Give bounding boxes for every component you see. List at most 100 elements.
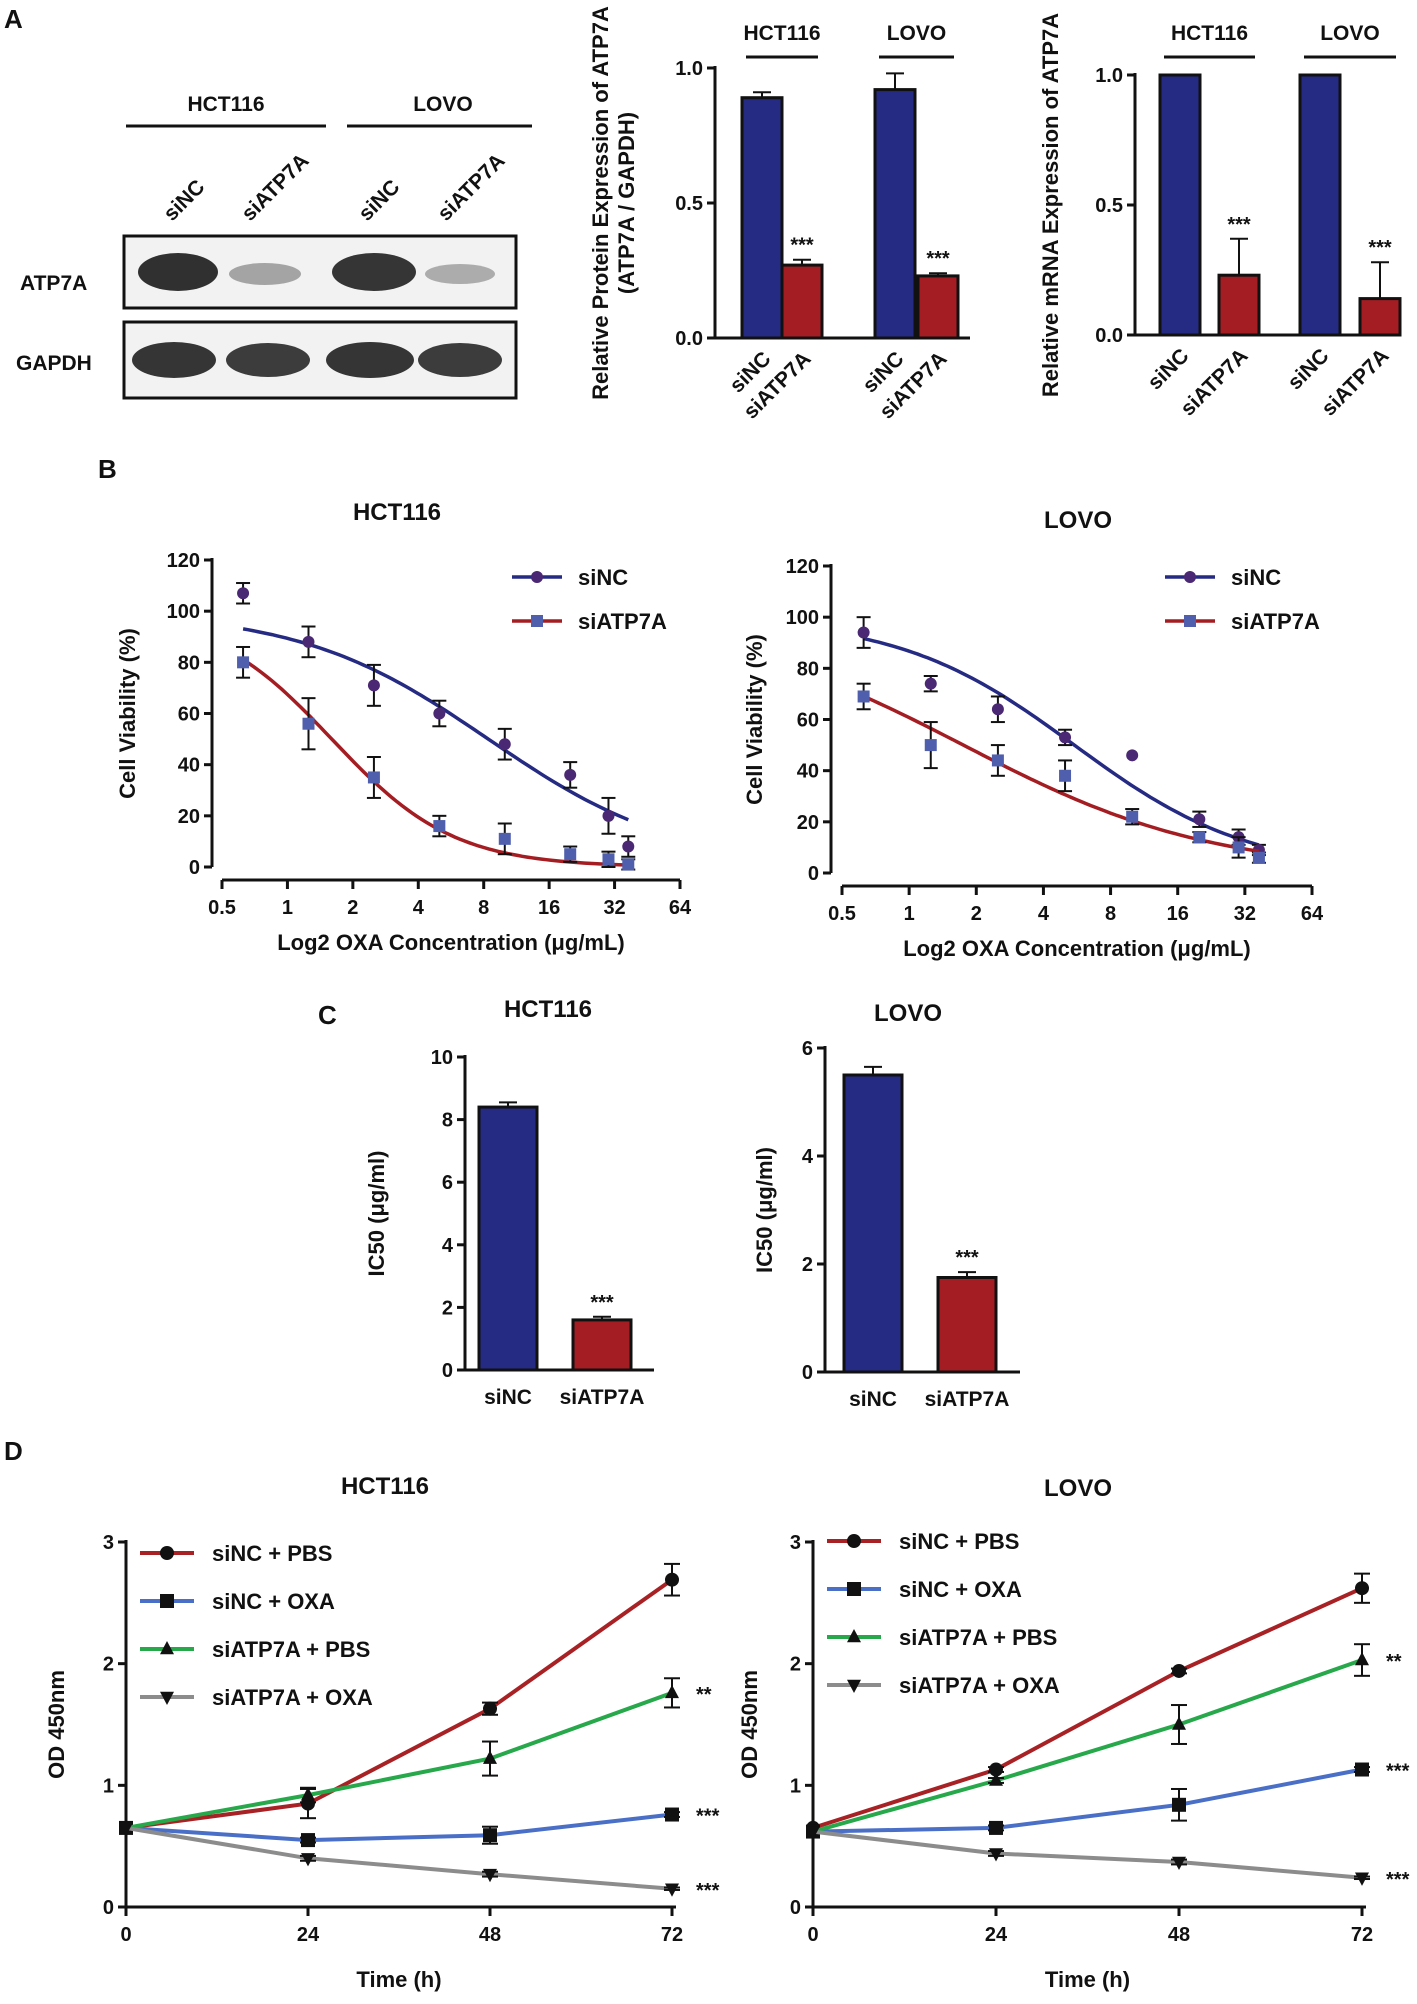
- y-tick-label: 0: [189, 857, 200, 879]
- data-point: [301, 1787, 315, 1801]
- data-point: [1172, 1856, 1186, 1871]
- y-tick-label: 6: [802, 1038, 813, 1060]
- bar-siatp7a: [1358, 297, 1402, 337]
- y-tick-label: 40: [178, 755, 200, 777]
- x-tick-label: siNC: [484, 1386, 532, 1409]
- legend-label: siNC + PBS: [212, 1541, 332, 1566]
- legend-marker: [847, 1534, 861, 1548]
- growth-chart-D_hct116: 0 1 2 3 0 24 48 72 siNC + PBS *** siNC + OXA ** siAT…: [44, 1473, 720, 1992]
- legend-label: siNC + PBS: [899, 1529, 1019, 1554]
- series-line-2: [125, 1691, 673, 1830]
- wb-band: [226, 343, 310, 377]
- x-axis-label: Time (h): [356, 1967, 441, 1992]
- bar-siatp7a: [571, 1318, 633, 1372]
- data-point-siatp7a: [1232, 841, 1245, 854]
- x-tick-label: siATP7A: [925, 1388, 1010, 1411]
- x-tick-label: 16: [1167, 903, 1189, 925]
- data-point: [1172, 1716, 1186, 1730]
- series-line-3: [125, 1825, 673, 1891]
- x-tick-label: 32: [1234, 903, 1256, 925]
- y-tick-label: 8: [442, 1110, 453, 1132]
- wb-membrane-gapdh: [122, 320, 518, 400]
- wb-row-label-atp7a: ATP7A: [20, 272, 87, 295]
- y-tick-label: 0.5: [1095, 195, 1123, 217]
- y-tick-label: 2: [790, 1654, 801, 1676]
- legend-marker: [531, 615, 543, 627]
- data-point-siatp7a: [602, 853, 615, 866]
- x-tick-label: 48: [1168, 1924, 1190, 1946]
- group-label: HCT116: [1171, 22, 1248, 45]
- western-blot: HCT116 LOVO siNC siATP7A siNC siATP7A AT…: [16, 93, 532, 400]
- dose-response-chart-B_hct116: 0 20 40 60 80 100 120 0.5 1 2 4 8 16 32 64 siNC siATP7A H…: [115, 499, 692, 955]
- legend-label: siNC + OXA: [212, 1589, 335, 1614]
- x-tick-label: 72: [661, 1924, 683, 1946]
- bar-siatp7a: [916, 274, 960, 340]
- y-tick-label: 0: [808, 863, 819, 885]
- y-tick-label: 0: [802, 1362, 813, 1384]
- chart-title: HCT116: [341, 1473, 429, 1500]
- fit-curve-sinc: [242, 627, 629, 822]
- x-tick-label: 8: [478, 897, 489, 919]
- legend-marker: [1184, 571, 1196, 583]
- series-line-0: [812, 1586, 1363, 1830]
- legend-label: siATP7A + PBS: [899, 1625, 1057, 1650]
- x-tick-label: 0: [807, 1924, 818, 1946]
- panel-label-d: D: [4, 1436, 23, 1466]
- x-tick-label: 24: [297, 1924, 320, 1946]
- y-tick-label: 120: [786, 556, 819, 578]
- data-point-sinc: [857, 626, 870, 639]
- group-label: HCT116: [743, 22, 820, 45]
- x-tick-label: siNC: [849, 1388, 897, 1411]
- x-tick-label: siATP7A: [1317, 344, 1393, 420]
- growth-chart-D_lovo: 0 1 2 3 0 24 48 72 siNC + PBS *** siNC + OXA ** siAT…: [737, 1475, 1410, 1992]
- data-point: [1172, 1797, 1186, 1812]
- data-point-siatp7a: [302, 717, 315, 730]
- data-point: [1355, 1762, 1369, 1777]
- bar-sinc: [1158, 73, 1202, 337]
- x-tick-label: 4: [413, 897, 425, 919]
- x-tick-label: 2: [971, 903, 982, 925]
- data-point: [989, 1848, 1003, 1862]
- y-tick-label: 60: [178, 704, 200, 726]
- y-tick-label: 0.5: [675, 193, 703, 215]
- y-tick-label: 0.0: [675, 328, 703, 350]
- legend-label: siNC: [1231, 565, 1281, 590]
- x-tick-label: 64: [1301, 903, 1324, 925]
- x-tick-label: 0.5: [828, 903, 856, 925]
- y-axis-label: IC50 (μg/ml): [752, 1147, 777, 1273]
- significance-label: ***: [926, 248, 950, 270]
- wb-band: [326, 342, 414, 378]
- x-tick-label: 1: [282, 897, 293, 919]
- x-tick-label: 24: [985, 1924, 1008, 1946]
- x-axis-label: Log2 OXA Concentration (μg/mL): [903, 936, 1251, 961]
- legend-label: siATP7A + PBS: [212, 1637, 370, 1662]
- y-tick-label: 80: [797, 658, 819, 680]
- y-tick-label: 2: [442, 1297, 453, 1319]
- panel-label-b: B: [98, 454, 117, 484]
- significance-label: ***: [590, 1292, 614, 1314]
- wb-row-label-gapdh: GAPDH: [16, 352, 92, 375]
- x-tick-label: 8: [1105, 903, 1116, 925]
- data-point-sinc: [367, 679, 380, 692]
- wb-band: [425, 264, 495, 284]
- data-point-sinc: [622, 840, 635, 853]
- data-point-sinc: [1193, 813, 1206, 826]
- y-tick-label: 0: [103, 1897, 114, 1919]
- dose-response-chart-B_lovo: 0 20 40 60 80 100 120 0.5 1 2 4 8 16 32 64 siNC siATP7A L…: [742, 507, 1324, 961]
- y-tick-label: 0: [790, 1897, 801, 1919]
- y-tick-label: 3: [790, 1532, 801, 1554]
- wb-band: [229, 263, 301, 285]
- data-point-sinc: [602, 809, 615, 822]
- bar-chart-C_hct116: 0 2 4 6 8 10 siNC *** siATP7A HCT116 IC50 (μg/ml): [364, 996, 654, 1409]
- y-tick-label: 120: [167, 550, 200, 572]
- legend-marker: [160, 1594, 174, 1608]
- panel-label-a: A: [4, 4, 23, 34]
- y-axis-label: (ATP7A / GAPDH): [614, 112, 639, 294]
- wb-band: [418, 343, 502, 377]
- significance-label: ***: [955, 1247, 979, 1269]
- data-point-siatp7a: [237, 656, 250, 669]
- legend-marker: [531, 571, 543, 583]
- x-tick-label: 1: [904, 903, 915, 925]
- data-point: [301, 1853, 315, 1867]
